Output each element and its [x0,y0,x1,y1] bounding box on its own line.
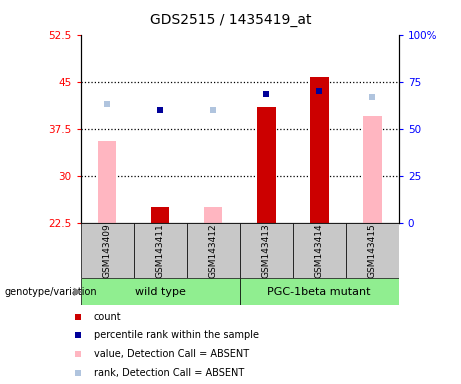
Bar [98,141,117,223]
Text: PGC-1beta mutant: PGC-1beta mutant [267,287,371,297]
Text: GSM143414: GSM143414 [315,223,324,278]
Bar [257,107,276,223]
Text: rank, Detection Call = ABSENT: rank, Detection Call = ABSENT [94,368,244,378]
Text: genotype/variation: genotype/variation [5,287,97,297]
Polygon shape [74,288,82,296]
Text: GSM143409: GSM143409 [103,223,112,278]
Bar [151,207,170,223]
Bar [363,116,382,223]
Text: GSM143415: GSM143415 [368,223,377,278]
Text: GSM143413: GSM143413 [262,223,271,278]
Text: count: count [94,311,121,321]
Bar [240,278,399,305]
Text: wild type: wild type [135,287,186,297]
Text: GDS2515 / 1435419_at: GDS2515 / 1435419_at [150,13,311,27]
Bar [293,223,346,278]
Bar [346,223,399,278]
Bar [204,207,223,223]
Bar [187,223,240,278]
Text: GSM143411: GSM143411 [156,223,165,278]
Text: percentile rank within the sample: percentile rank within the sample [94,330,259,340]
Bar [240,223,293,278]
Bar [134,223,187,278]
Bar [81,223,134,278]
Bar [310,76,329,223]
Text: GSM143412: GSM143412 [209,223,218,278]
Text: value, Detection Call = ABSENT: value, Detection Call = ABSENT [94,349,249,359]
Bar [81,278,240,305]
